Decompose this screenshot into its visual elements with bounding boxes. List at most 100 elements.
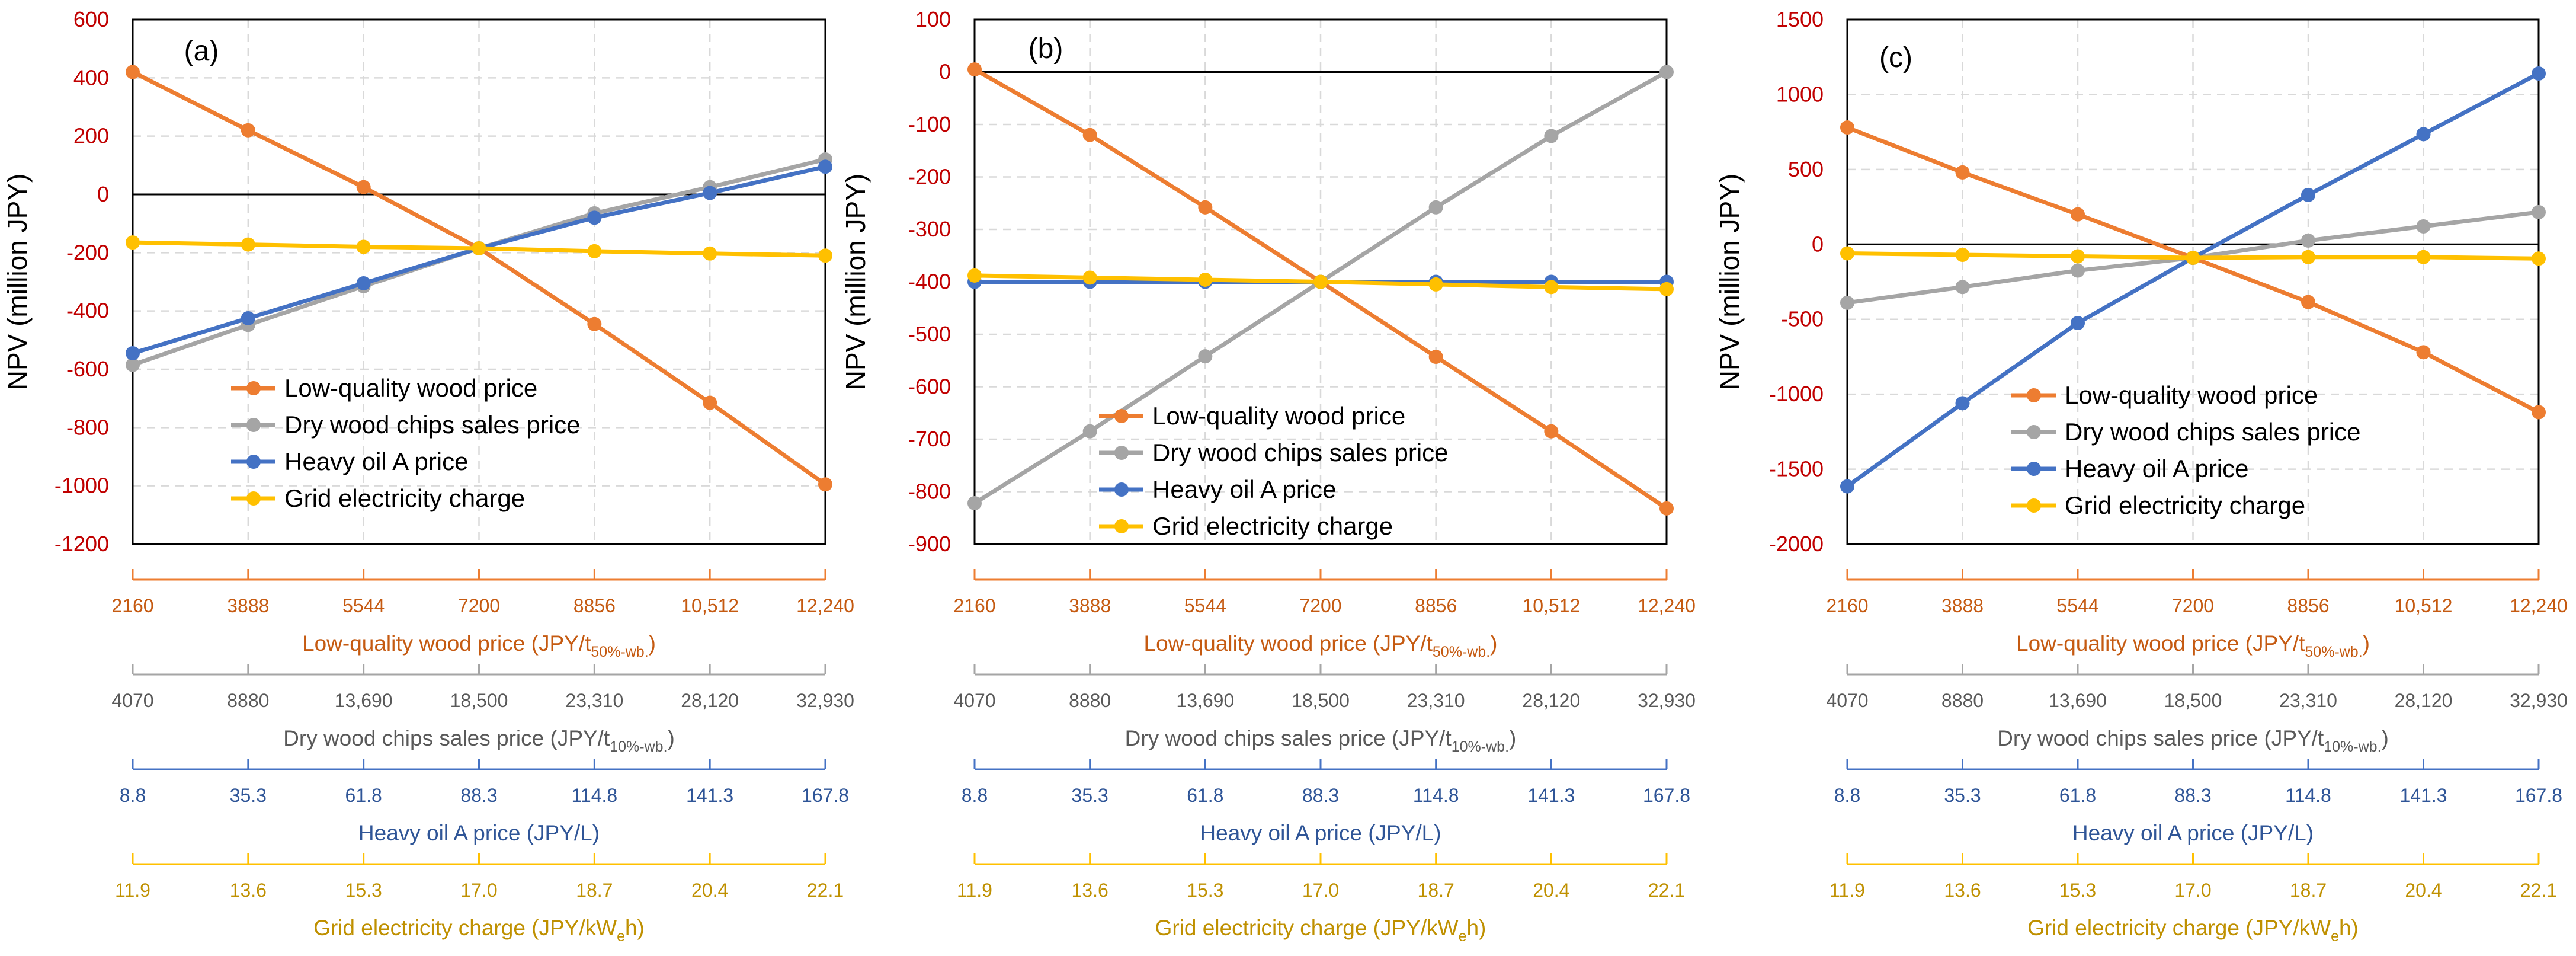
sub-axis-tick-label: 3888	[1069, 595, 1111, 616]
data-point-chips	[2532, 204, 2546, 219]
legend-marker-chips	[1114, 446, 1129, 460]
sub-axis-tick-label: 23,310	[2279, 690, 2337, 711]
legend-marker-wood	[246, 381, 261, 395]
legend: Low-quality wood price Dry wood chips sal…	[2011, 381, 2361, 519]
sub-axis-tick-label: 28,120	[1522, 690, 1580, 711]
sub-axis-tick-label: 8.8	[962, 785, 988, 806]
sub-axis-title: Low-quality wood price (JPY/t50%-wb.)	[1144, 631, 1498, 660]
sub-axis-tick-label: 5544	[2056, 595, 2098, 616]
legend-marker-elec	[246, 491, 261, 506]
sub-axis-tick-label: 8856	[1415, 595, 1457, 616]
sub-axis-title: Low-quality wood price (JPY/t50%-wb.)	[2016, 631, 2370, 660]
data-point-oil	[2532, 66, 2546, 81]
data-point-elec	[2186, 251, 2200, 266]
legend-label-oil: Heavy oil A price	[284, 447, 469, 475]
sub-axis-tick-label: 23,310	[565, 690, 623, 711]
data-point-chips	[1198, 349, 1213, 364]
y-axis-title: NPV (million JPY)	[840, 174, 871, 391]
sub-axis-tick-label: 61.8	[2059, 785, 2096, 806]
sub-axis-tick-label: 167.8	[802, 785, 849, 806]
data-point-wood	[2071, 207, 2085, 222]
sub-axis-tick-label: 13,690	[2049, 690, 2107, 711]
data-point-wood	[587, 316, 602, 331]
sub-axis-tick-label: 13.6	[1072, 880, 1108, 901]
sub-axis-tick-label: 20.4	[2405, 880, 2442, 901]
legend-marker-wood	[2027, 388, 2041, 402]
sub-axis-tick-label: 8880	[1069, 690, 1111, 711]
sub-axis-tick-label: 10,512	[2395, 595, 2453, 616]
sub-axis-tick-label: 114.8	[2285, 785, 2331, 806]
data-point-oil	[2301, 187, 2315, 202]
sub-axis-tick-label: 61.8	[345, 785, 382, 806]
sub-axis-tick-label: 15.3	[1187, 880, 1223, 901]
sub-axis-title: Heavy oil A price (JPY/L)	[1200, 821, 1441, 845]
data-point-elec	[1659, 282, 1674, 296]
sub-axis-tick-label: 22.1	[807, 880, 844, 901]
sub-axis-title: Heavy oil A price (JPY/L)	[358, 821, 600, 845]
sub-axis-title: Dry wood chips sales price (JPY/t10%-wb.…	[1997, 726, 2389, 755]
sub-axis-title: Grid electricity charge (JPY/kWeh)	[313, 916, 645, 945]
sub-axis-tick-label: 15.3	[2059, 880, 2096, 901]
sub-axis-tick-label: 18,500	[450, 690, 508, 711]
y-tick-label: -800	[908, 479, 951, 504]
data-point-elec	[472, 241, 486, 255]
data-point-wood	[1198, 200, 1213, 215]
y-tick-label: -500	[1781, 307, 1824, 331]
data-point-wood	[2301, 295, 2315, 309]
data-point-chips	[1428, 200, 1443, 215]
chart-panel-1: 600 400 200 0 -200 -400 -600 -800 -1000 -1200 NPV …	[2, 7, 854, 945]
series-line-wood	[1846, 125, 2540, 414]
data-point-elec	[2071, 249, 2085, 264]
y-tick-label: -500	[908, 322, 951, 346]
sub-axis-tick-label: 18.7	[576, 880, 613, 901]
sub-axis-tick-label: 18,500	[2164, 690, 2222, 711]
data-point-elec	[967, 268, 982, 283]
data-point-elec	[1544, 280, 1559, 295]
data-point-chips	[2416, 219, 2431, 234]
data-point-wood	[967, 62, 982, 77]
legend-label-elec: Grid electricity charge	[284, 484, 525, 512]
sub-axis-tick-label: 32,930	[796, 690, 854, 711]
data-point-chips	[967, 495, 982, 510]
data-point-elec	[2532, 251, 2546, 266]
data-point-wood	[241, 123, 255, 138]
legend-label-elec: Grid electricity charge	[1152, 512, 1393, 540]
sub-axis-tick-label: 11.9	[957, 880, 992, 901]
legend-label-wood: Low-quality wood price	[1152, 402, 1405, 430]
sub-axis-wood: 2160 3888 5544 7200 8856 10,512 12,240 Low-qual…	[953, 569, 1696, 660]
sub-axis-tick-label: 141.3	[686, 785, 733, 806]
legend: Low-quality wood price Dry wood chips sal…	[231, 374, 581, 512]
data-point-elec	[356, 239, 371, 254]
data-point-chips	[1082, 424, 1097, 439]
y-axis-title: NPV (million JPY)	[1714, 174, 1745, 391]
data-point-elec	[818, 248, 832, 263]
data-point-elec	[1198, 272, 1213, 287]
legend-marker-wood	[1114, 409, 1129, 423]
data-point-oil	[587, 210, 602, 225]
sub-axis-tick-label: 3888	[227, 595, 269, 616]
sub-axis-title: Dry wood chips sales price (JPY/t10%-wb.…	[1125, 726, 1517, 755]
data-point-elec	[1428, 277, 1443, 292]
sub-axis-title: Low-quality wood price (JPY/t50%-wb.)	[302, 631, 656, 660]
sub-axis-tick-label: 22.1	[2520, 880, 2557, 901]
sub-axis-chips: 4070 8880 13,690 18,500 23,310 28,120 32,930 Dr…	[111, 664, 854, 755]
legend-marker-oil	[1114, 482, 1129, 497]
data-point-chips	[126, 357, 140, 372]
y-tick-label: -900	[908, 532, 951, 556]
y-tick-label: -300	[908, 217, 951, 241]
y-tick-label: -400	[908, 270, 951, 294]
sub-axis-tick-label: 20.4	[691, 880, 728, 901]
legend-label-wood: Low-quality wood price	[284, 374, 537, 402]
y-tick-label: 0	[1812, 232, 1824, 256]
data-point-oil	[2071, 316, 2085, 331]
sub-axis-tick-label: 7200	[1299, 595, 1341, 616]
y-tick-label: -800	[66, 415, 109, 439]
data-point-wood	[1659, 501, 1674, 516]
sub-axis-tick-label: 88.3	[1302, 785, 1339, 806]
sub-axis-tick-label: 114.8	[1413, 785, 1459, 806]
sub-axis-oil: 8.8 35.3 61.8 88.3 114.8 141.3 167.8 Heavy oil …	[1834, 759, 2562, 845]
panel-label: (a)	[184, 36, 219, 67]
sub-axis-tick-label: 5544	[342, 595, 385, 616]
sub-axis-tick-label: 5544	[1184, 595, 1226, 616]
